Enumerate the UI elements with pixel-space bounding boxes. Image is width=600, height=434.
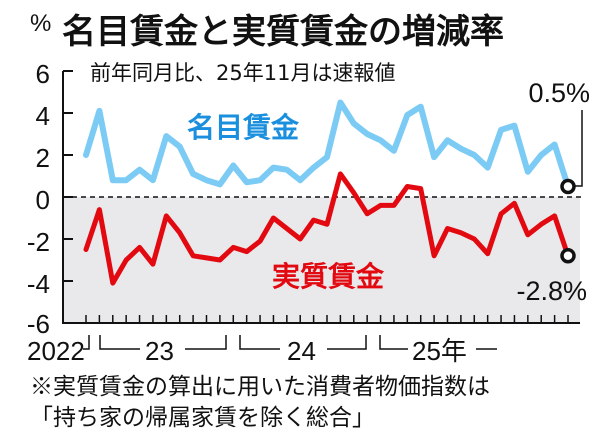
footnote-line-2: 「持ち家の帰属家賃を除く総合」 (30, 405, 375, 431)
chart-title: 名目賃金と実質賃金の増減率 (62, 12, 504, 52)
nominal-wage-line (83, 99, 571, 190)
real-end-value: -2.8% (516, 276, 587, 306)
nominal-wage-label: 名目賃金 (187, 111, 300, 144)
real-end-marker (560, 248, 576, 264)
x-tick-marks (85, 315, 569, 323)
nominal-leader-line (573, 110, 583, 187)
y-tick-label: 2 (36, 143, 50, 173)
y-tick-label: -6 (27, 309, 50, 339)
bracket-2023-left (99, 335, 140, 350)
nominal-end-marker (560, 178, 576, 195)
y-tick-label: 6 (36, 59, 50, 89)
y-tick-label: 4 (36, 101, 50, 131)
bracket-2024-right (327, 335, 367, 350)
chart-subtitle: 前年同月比、25年11月は速報値 (90, 61, 396, 85)
x-label-2025: 25年 (412, 336, 467, 366)
x-label-2022: 2022 (27, 336, 85, 366)
real-wage-line (83, 171, 571, 286)
bracket-2022 (83, 335, 90, 350)
bracket-2023-right (185, 335, 227, 350)
real-wage-label: 実質賃金 (272, 260, 385, 293)
bracket-2024-left (239, 335, 280, 350)
footnote-line-1: ※実質賃金の算出に用いた消費者物価指数は (30, 374, 490, 400)
nominal-end-value: 0.5% (528, 78, 590, 108)
y-unit-label: % (30, 10, 52, 37)
x-label-2023: 23 (145, 336, 174, 366)
y-tick-label: -4 (27, 269, 50, 299)
y-tick-label: 0 (36, 185, 50, 215)
bracket-2025-left (379, 335, 408, 350)
y-tick-marks (63, 70, 73, 324)
y-tick-label: -2 (27, 227, 50, 257)
x-label-2024: 24 (287, 336, 316, 366)
